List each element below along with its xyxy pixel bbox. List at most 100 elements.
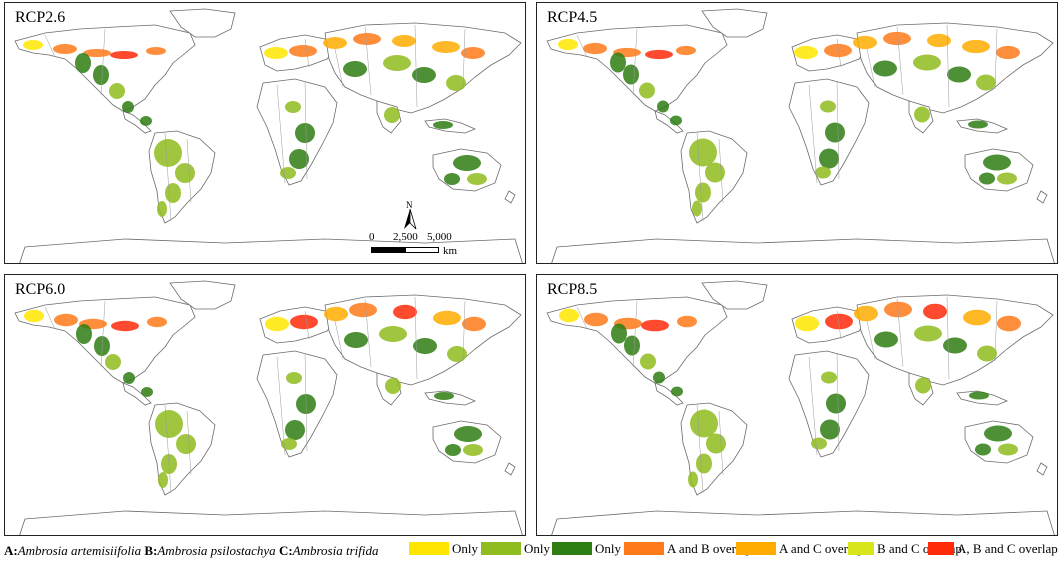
distribution-area bbox=[688, 471, 698, 488]
country-border bbox=[186, 410, 192, 476]
panel-label: RCP6.0 bbox=[13, 281, 68, 299]
distribution-area bbox=[392, 35, 416, 47]
distribution-area bbox=[432, 41, 460, 53]
distribution-area bbox=[280, 167, 296, 179]
distribution-area bbox=[610, 52, 626, 73]
legend-item-only-a: Only A bbox=[409, 541, 490, 557]
distribution-area bbox=[141, 387, 153, 397]
landmass-outline bbox=[654, 382, 684, 406]
distribution-area bbox=[947, 66, 971, 83]
legend-item-a-b-c-overlap: A, B and C overlap bbox=[928, 541, 1058, 557]
landmass-outline bbox=[1036, 462, 1048, 476]
distribution-area bbox=[695, 182, 711, 203]
distribution-area bbox=[854, 305, 878, 322]
distribution-area bbox=[285, 101, 301, 113]
distribution-area bbox=[883, 31, 911, 46]
distribution-area bbox=[923, 303, 947, 320]
distribution-area bbox=[433, 121, 453, 129]
landmass-outline bbox=[19, 510, 523, 535]
legend-item-a-c-overlap: A and C overlap bbox=[736, 541, 864, 557]
country-border bbox=[164, 404, 172, 494]
legend-label: Only A bbox=[452, 541, 490, 556]
distribution-area bbox=[110, 51, 138, 59]
country-border bbox=[808, 84, 818, 184]
distribution-area bbox=[824, 43, 852, 58]
distribution-area bbox=[324, 306, 348, 322]
distribution-area bbox=[289, 149, 309, 169]
distribution-area bbox=[873, 60, 897, 77]
landmass-outline bbox=[1036, 190, 1048, 204]
distribution-area bbox=[147, 316, 167, 328]
map-panel-rcp26: RCP2.6 N 0 2,500 5,000 km bbox=[4, 2, 526, 264]
distribution-area bbox=[914, 106, 930, 123]
distribution-area bbox=[140, 116, 152, 126]
country-border bbox=[304, 38, 310, 68]
distribution-area bbox=[383, 55, 411, 71]
map-panel-rcp45: RCP4.5 bbox=[536, 2, 1058, 264]
legend-swatch bbox=[552, 542, 592, 555]
distribution-area bbox=[853, 35, 877, 50]
country-border bbox=[896, 26, 904, 96]
landmass-outline bbox=[654, 110, 684, 134]
distribution-area bbox=[290, 314, 318, 330]
distribution-area bbox=[295, 123, 315, 143]
panel-label: RCP2.6 bbox=[13, 9, 68, 27]
species-b-name: Ambrosia psilostachya bbox=[157, 543, 276, 558]
legend-label: A, B and C overlap bbox=[957, 541, 1058, 556]
country-border bbox=[186, 138, 192, 204]
country-border bbox=[836, 310, 842, 340]
distribution-area bbox=[344, 332, 368, 348]
landmass-outline bbox=[169, 280, 236, 310]
distribution-area bbox=[963, 309, 991, 326]
country-border bbox=[576, 306, 588, 330]
scale-bar: N 0 2,500 5,000 km bbox=[367, 200, 467, 263]
distribution-area bbox=[385, 378, 401, 394]
distribution-area bbox=[123, 372, 135, 384]
distribution-area bbox=[997, 315, 1021, 332]
distribution-area bbox=[624, 335, 640, 356]
distribution-area bbox=[640, 353, 656, 370]
distribution-area bbox=[264, 47, 288, 59]
distribution-area bbox=[979, 172, 995, 185]
distribution-area bbox=[122, 101, 134, 113]
distribution-area bbox=[175, 163, 195, 183]
country-border bbox=[304, 80, 308, 180]
country-border bbox=[304, 352, 308, 452]
country-border bbox=[632, 300, 638, 368]
country-border bbox=[414, 24, 418, 108]
landmass-outline bbox=[551, 238, 1055, 263]
country-border bbox=[462, 28, 466, 90]
distribution-area bbox=[434, 392, 454, 400]
distribution-area bbox=[445, 444, 461, 456]
country-border bbox=[276, 356, 286, 456]
legend: A:Ambrosia artemisiifolia B:Ambrosia psi… bbox=[0, 540, 1063, 562]
distribution-area bbox=[677, 315, 697, 328]
country-border bbox=[414, 296, 418, 380]
distribution-area bbox=[461, 47, 485, 59]
distribution-area bbox=[811, 437, 827, 450]
distribution-area bbox=[384, 107, 400, 123]
distribution-area bbox=[962, 39, 990, 54]
country-border bbox=[866, 320, 876, 360]
distribution-area bbox=[265, 316, 289, 332]
legend-swatch bbox=[736, 542, 776, 555]
legend-item-only-c: Only C bbox=[552, 541, 633, 557]
landmass-outline bbox=[504, 462, 516, 476]
distribution-area bbox=[998, 443, 1018, 456]
distribution-area bbox=[349, 302, 377, 318]
distribution-area bbox=[969, 391, 989, 400]
panel-label: RCP4.5 bbox=[545, 9, 600, 27]
distribution-area bbox=[446, 75, 466, 91]
distribution-area bbox=[176, 434, 196, 454]
distribution-area bbox=[285, 420, 305, 440]
distribution-area bbox=[984, 425, 1012, 442]
distribution-area bbox=[820, 419, 840, 440]
distribution-area bbox=[696, 453, 712, 474]
world-map bbox=[537, 275, 1057, 535]
distribution-area bbox=[105, 354, 121, 370]
distribution-area bbox=[815, 166, 831, 179]
distribution-area bbox=[353, 33, 381, 45]
distribution-area bbox=[968, 120, 988, 129]
distribution-area bbox=[558, 38, 578, 51]
country-border bbox=[100, 28, 106, 96]
